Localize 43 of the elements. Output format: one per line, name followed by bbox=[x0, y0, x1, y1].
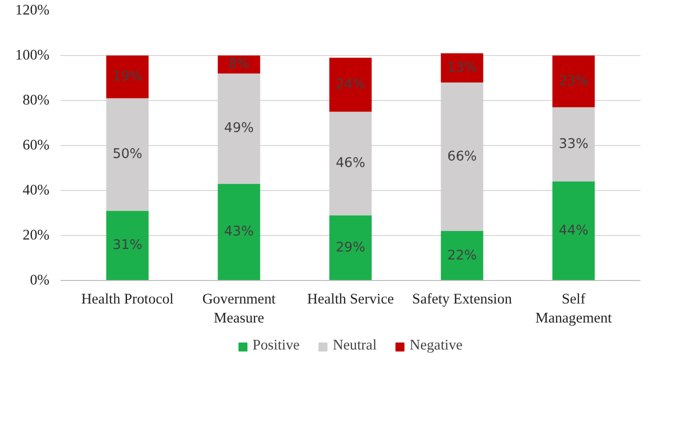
bar bbox=[552, 56, 595, 108]
bar bbox=[552, 182, 595, 280]
bar bbox=[329, 112, 372, 216]
data-label: 33% bbox=[558, 136, 588, 152]
x-tick-label: Health Service bbox=[307, 292, 394, 308]
y-tick-label: 40% bbox=[22, 182, 50, 198]
data-label: 49% bbox=[224, 121, 254, 136]
legend-label: Positive bbox=[252, 338, 300, 354]
y-tick-label: 120% bbox=[15, 2, 50, 18]
bar bbox=[106, 98, 149, 211]
data-label: 46% bbox=[336, 156, 366, 171]
y-tick-label: 0% bbox=[30, 272, 50, 288]
x-tick-label: Self Management bbox=[535, 292, 612, 327]
data-label: 31% bbox=[112, 238, 142, 254]
data-label: 50% bbox=[112, 147, 142, 162]
data-label: 23% bbox=[558, 74, 588, 89]
y-tick-label: 20% bbox=[22, 228, 50, 244]
bar bbox=[329, 58, 372, 112]
bar bbox=[440, 231, 484, 280]
bar bbox=[440, 82, 484, 231]
bar bbox=[106, 56, 149, 98]
y-tick-label: 100% bbox=[15, 48, 50, 64]
bar bbox=[106, 210, 149, 280]
bar bbox=[552, 107, 595, 182]
data-label: 44% bbox=[558, 224, 588, 238]
legend-label: Neutral bbox=[332, 338, 377, 354]
data-label: 29% bbox=[336, 240, 366, 256]
x-tick-label: Health Protocol bbox=[81, 292, 174, 308]
data-label: 13% bbox=[447, 60, 477, 76]
bar bbox=[218, 184, 260, 280]
data-label: 22% bbox=[447, 248, 477, 264]
x-tick-label: Government Measure bbox=[202, 292, 276, 327]
x-tick-label: Safety Extension bbox=[412, 292, 513, 308]
data-label: 8% bbox=[228, 57, 250, 72]
data-label: 24% bbox=[336, 77, 366, 92]
y-tick-label: 60% bbox=[22, 138, 50, 154]
data-label: 66% bbox=[447, 149, 477, 164]
bar bbox=[329, 215, 372, 280]
bar bbox=[218, 74, 260, 184]
data-label: 19% bbox=[112, 69, 142, 84]
y-tick-label: 80% bbox=[22, 92, 50, 108]
data-label: 43% bbox=[224, 224, 254, 240]
legend-label: Negative bbox=[410, 338, 463, 354]
